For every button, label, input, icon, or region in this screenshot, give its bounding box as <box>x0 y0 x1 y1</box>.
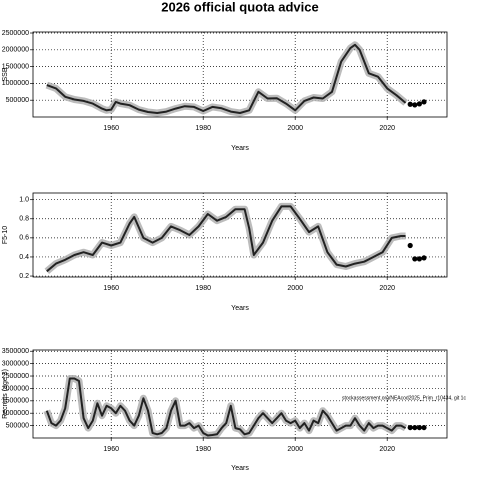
y-tick-label: 2000000 <box>2 385 29 392</box>
x-tick-label: 1980 <box>195 285 211 292</box>
series-band <box>45 41 408 117</box>
x-axis-label: Years <box>231 305 249 312</box>
x-tick-label: 1980 <box>195 446 211 453</box>
y-tick-label: 0.6 <box>19 235 29 242</box>
forecast-point <box>416 256 422 262</box>
series-band <box>43 375 408 439</box>
y-tick-label: 0.4 <box>19 254 29 261</box>
x-tick-label: 1960 <box>103 125 119 132</box>
y-tick-label: 0.8 <box>19 216 29 223</box>
y-axis-label: SSB <box>2 67 9 81</box>
series-line <box>46 205 406 273</box>
plot-frame <box>32 31 448 118</box>
y-tick-label: 2000000 <box>2 47 29 54</box>
x-tick-label: 2020 <box>379 285 395 292</box>
y-tick-label: 3500000 <box>2 348 29 355</box>
y-tick-label: 500000 <box>6 422 29 429</box>
forecast-point <box>407 242 413 249</box>
forecast-point <box>412 256 418 262</box>
annotation: stockassessment.org/NEAcod2025_Prim_r104… <box>342 395 466 401</box>
x-tick-label: 1980 <box>195 125 211 132</box>
forecast-point <box>412 424 418 431</box>
series-line <box>45 377 407 437</box>
y-tick-label: 1500000 <box>2 398 29 405</box>
y-tick-label: 2500000 <box>2 30 29 37</box>
forecast-point <box>421 255 427 261</box>
x-tick-label: 2020 <box>379 125 395 132</box>
y-tick-label: 3000000 <box>2 360 29 367</box>
y-axis-label: F5-10 <box>2 226 9 244</box>
y-tick-label: 0.2 <box>19 273 29 280</box>
figure-title: 2026 official quota advice <box>161 0 319 14</box>
forecast-point <box>421 99 427 105</box>
x-tick-label: 1960 <box>103 446 119 453</box>
y-tick-label: 2500000 <box>2 373 29 380</box>
forecast-point <box>416 424 422 431</box>
forecast-point <box>407 424 413 431</box>
y-tick-label: 1.0 <box>19 197 29 204</box>
forecast-point <box>416 101 422 107</box>
x-tick-label: 2000 <box>287 446 303 453</box>
x-tick-label: 1960 <box>103 285 119 292</box>
forecast-point <box>407 101 413 107</box>
y-tick-label: 1000000 <box>2 410 29 417</box>
y-axis-label: Recruits (age 3) <box>2 369 9 419</box>
series-line <box>46 43 407 114</box>
x-tick-label: 2000 <box>287 285 303 292</box>
plot-frame <box>32 192 448 278</box>
x-tick-label: 2000 <box>287 125 303 132</box>
y-tick-label: 1500000 <box>2 63 29 70</box>
y-tick-label: 500000 <box>6 97 29 104</box>
x-axis-label: Years <box>231 465 249 472</box>
plot-frame <box>32 349 448 439</box>
x-tick-label: 2020 <box>379 446 395 453</box>
y-tick-label: 1000000 <box>2 80 29 87</box>
forecast-point <box>412 102 418 108</box>
x-axis-label: Years <box>231 145 249 152</box>
forecast-point <box>421 424 427 431</box>
